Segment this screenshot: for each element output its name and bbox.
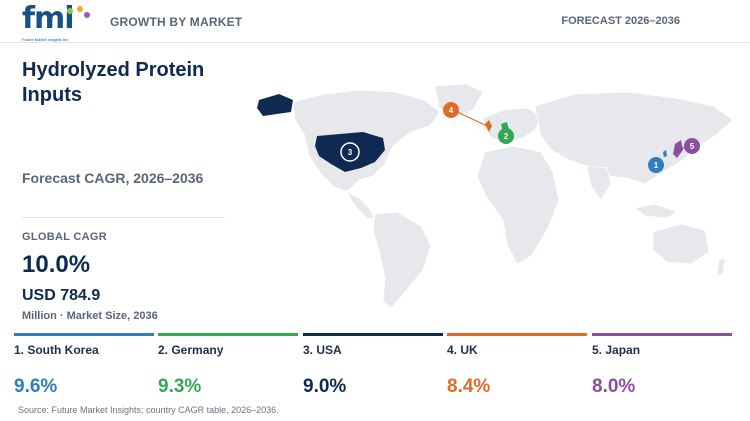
central-america-shape: [345, 191, 376, 219]
germany-rank-label: 2: [504, 132, 509, 141]
asia-shape: [534, 91, 734, 185]
country-name: 5. Japan: [592, 343, 641, 357]
country-name: 3. USA: [303, 343, 342, 357]
uk-rank-marker: 4: [443, 102, 459, 118]
uk-shape: [485, 120, 492, 132]
country-cagr-value: 9.0%: [303, 376, 347, 397]
south-korea-rank-marker: 1: [648, 157, 664, 173]
country-card-usa: 3. USA 9.0%: [303, 333, 443, 403]
south-korea-rank-label: 1: [654, 161, 659, 170]
growth-by-market-label: GROWTH BY MARKET: [110, 15, 243, 29]
country-card-germany: 2. Germany 9.3%: [158, 333, 298, 403]
germany-rank-marker: 2: [498, 128, 514, 144]
logo-dot-green: [67, 8, 73, 14]
japan-rank-label: 5: [690, 142, 695, 151]
south-korea-shape: [663, 150, 667, 157]
uk-leader-line: [452, 109, 488, 127]
usa-alaska-shape: [257, 94, 293, 116]
country-card-bar: [14, 333, 154, 336]
world-map: 3 4 2 1 5: [257, 83, 734, 309]
divider: [22, 217, 225, 218]
country-card-bar: [592, 333, 732, 336]
country-cagr-value: 9.3%: [158, 376, 202, 397]
country-card-bar: [158, 333, 298, 336]
uk-rank-label: 4: [449, 106, 454, 115]
country-card-south-korea: 1. South Korea 9.6%: [14, 333, 154, 403]
country-cagr-value: 9.6%: [14, 376, 58, 397]
page-title: Hydrolyzed Protein Inputs: [22, 59, 205, 106]
country-name: 2. Germany: [158, 343, 224, 357]
country-name: 4. UK: [447, 343, 478, 357]
logo-letters: fmi: [22, 1, 75, 36]
fmi-logo[interactable]: fmi Future Market Insights Inc.: [22, 2, 94, 42]
global-cagr-value: 10.0%: [22, 251, 91, 278]
south-america-shape: [372, 211, 432, 309]
market-size-value: USD 784.9: [22, 287, 101, 304]
country-card-bar: [447, 333, 587, 336]
india-shape: [586, 165, 612, 201]
forecast-period-label: FORECAST 2026–2036: [561, 15, 680, 27]
market-size-label: Million · Market Size, 2036: [22, 310, 158, 322]
forecast-cagr-subtitle: Forecast CAGR, 2026–2036: [22, 170, 204, 186]
logo-tagline: Future Market Insights Inc.: [22, 37, 70, 42]
country-card-uk: 4. UK 8.4%: [447, 333, 587, 403]
usa-rank-label: 3: [348, 148, 353, 157]
logo-dot-purple: [84, 12, 90, 18]
country-cagr-value: 8.0%: [592, 376, 636, 397]
country-cagr-value: 8.4%: [447, 376, 491, 397]
indonesia-shape: [634, 203, 678, 219]
country-card-japan: 5. Japan 8.0%: [592, 333, 732, 403]
land-masses: [292, 83, 734, 309]
new-zealand-shape: [716, 257, 726, 277]
japan-rank-marker: 5: [684, 138, 700, 154]
logo-dot-orange: [77, 6, 83, 12]
header: fmi Future Market Insights Inc. GROWTH B…: [0, 0, 750, 43]
africa-shape: [476, 145, 560, 265]
australia-shape: [652, 223, 710, 265]
europe-shape: [482, 107, 542, 143]
japan-shape: [673, 140, 683, 158]
source-note: Source: Future Market Insights; country …: [18, 405, 279, 415]
usa-rank-marker: 3: [340, 142, 360, 162]
rank-markers: 3 4 2 1 5: [340, 102, 700, 173]
country-name: 1. South Korea: [14, 343, 99, 357]
global-cagr-label: GLOBAL CAGR: [22, 231, 107, 243]
country-card-bar: [303, 333, 443, 336]
